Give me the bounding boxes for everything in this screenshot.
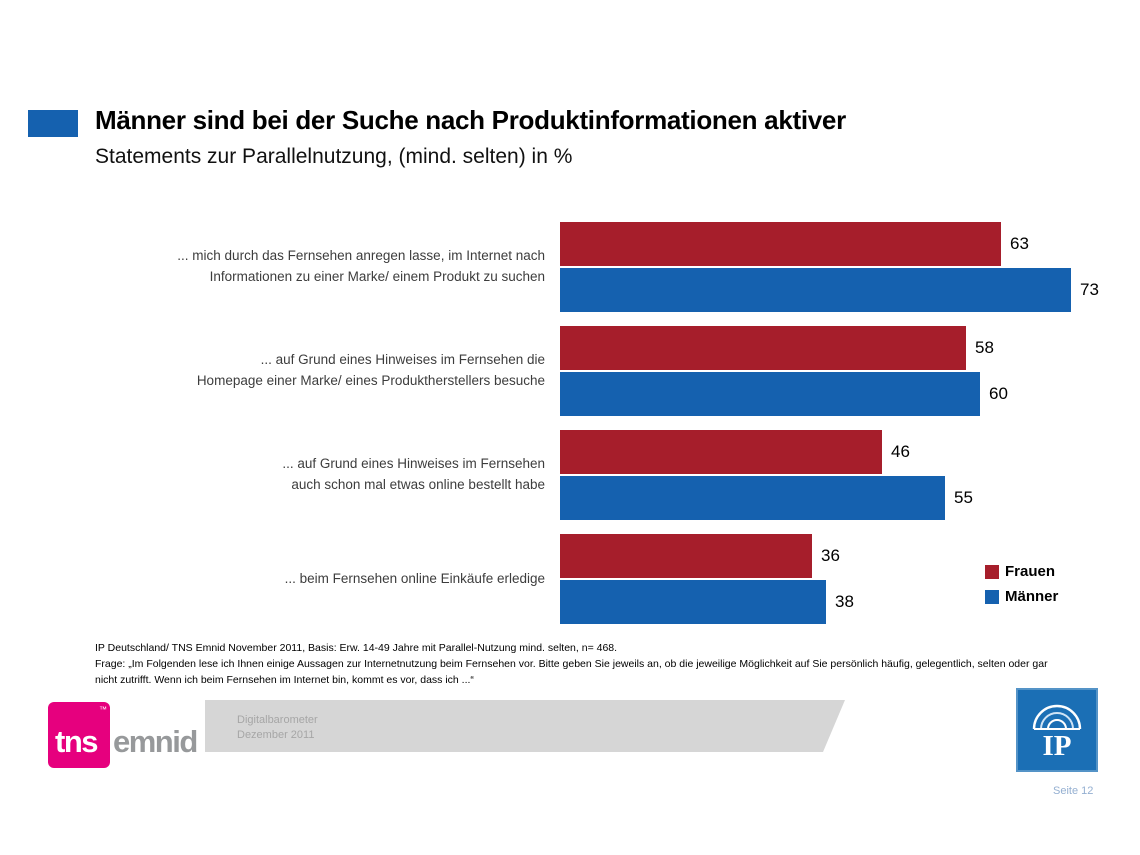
value-label: 60 xyxy=(989,384,1008,403)
legend-label-frauen: Frauen xyxy=(1005,563,1056,580)
bar-track: 36 xyxy=(560,534,1120,578)
bar-track: 46 xyxy=(560,430,1120,474)
value-label: 36 xyxy=(821,546,840,565)
category-label: ... auf Grund eines Hinweises im Fernseh… xyxy=(282,456,545,492)
ip-logo: IP xyxy=(1016,688,1098,772)
date-label: Dezember 2011 xyxy=(237,728,315,741)
value-label: 38 xyxy=(835,592,854,611)
slide-subtitle: Statements zur Parallelnutzung, (mind. s… xyxy=(95,145,573,168)
page-number: Seite 12 xyxy=(1053,785,1094,797)
slide-title: Männer sind bei der Suche nach Produktin… xyxy=(95,105,846,135)
legend-label-maenner: Männer xyxy=(1005,588,1059,605)
bar-pair: 46 55 xyxy=(560,430,1120,520)
legend: Frauen Männer xyxy=(985,563,1058,613)
bar-frauen xyxy=(560,326,966,370)
bar-pair: 63 73 xyxy=(560,222,1120,312)
chart-group: ... auf Grund eines Hinweises im Fernseh… xyxy=(95,430,1120,520)
dome-icon xyxy=(1032,704,1082,730)
tns-logo-text: tns xyxy=(55,724,99,759)
bar-track: 73 xyxy=(560,268,1120,312)
tns-logo: tns ™ xyxy=(48,702,110,768)
bar-track: 60 xyxy=(560,372,1120,416)
category-label: ... mich durch das Fernsehen anregen las… xyxy=(177,248,545,284)
value-label: 73 xyxy=(1080,280,1099,299)
legend-swatch-frauen xyxy=(985,564,999,579)
emnid-logo-text: emnid xyxy=(113,724,198,759)
legend-item-maenner: Männer xyxy=(985,588,1058,605)
category-label: ... auf Grund eines Hinweises im Fernseh… xyxy=(196,352,545,388)
value-label: 58 xyxy=(975,338,994,357)
bar-pair: 36 38 xyxy=(560,534,1120,624)
banner-text: Digitalbarometer Dezember 2011 xyxy=(237,713,318,743)
bar-chart: ... mich durch das Fernsehen anregen las… xyxy=(95,222,1120,638)
bar-track: 55 xyxy=(560,476,1120,520)
bar-frauen xyxy=(560,222,1001,266)
chart-group: ... auf Grund eines Hinweises im Fernseh… xyxy=(95,326,1120,416)
footnote: IP Deutschland/ TNS Emnid November 2011,… xyxy=(95,641,1060,688)
bar-track: 58 xyxy=(560,326,1120,370)
title-accent-bar xyxy=(28,110,78,137)
bar-maenner xyxy=(560,372,980,416)
value-label: 55 xyxy=(954,488,973,507)
trademark-symbol: ™ xyxy=(99,705,107,714)
chart-group: ... beim Fernsehen online Einkäufe erled… xyxy=(95,534,1120,624)
footnote-line-1: IP Deutschland/ TNS Emnid November 2011,… xyxy=(95,642,618,654)
bar-frauen xyxy=(560,430,882,474)
bar-pair: 58 60 xyxy=(560,326,1120,416)
bar-maenner xyxy=(560,268,1071,312)
category-label: ... beim Fernsehen online Einkäufe erled… xyxy=(284,570,545,586)
digitalbarometer-label: Digitalbarometer xyxy=(237,714,318,726)
bar-maenner xyxy=(560,580,826,624)
bar-maenner xyxy=(560,476,945,520)
footer-banner: Digitalbarometer Dezember 2011 xyxy=(205,700,845,752)
bar-frauen xyxy=(560,534,812,578)
bar-track: 38 xyxy=(560,580,1120,624)
legend-swatch-maenner xyxy=(985,589,999,604)
bar-track: 63 xyxy=(560,222,1120,266)
value-label: 63 xyxy=(1010,234,1029,253)
ip-logo-text: IP xyxy=(1042,730,1072,762)
legend-item-frauen: Frauen xyxy=(985,563,1058,580)
chart-group: ... mich durch das Fernsehen anregen las… xyxy=(95,222,1120,312)
value-label: 46 xyxy=(891,442,910,461)
footnote-line-2: Frage: „Im Folgenden lese ich Ihnen eini… xyxy=(95,657,1048,686)
